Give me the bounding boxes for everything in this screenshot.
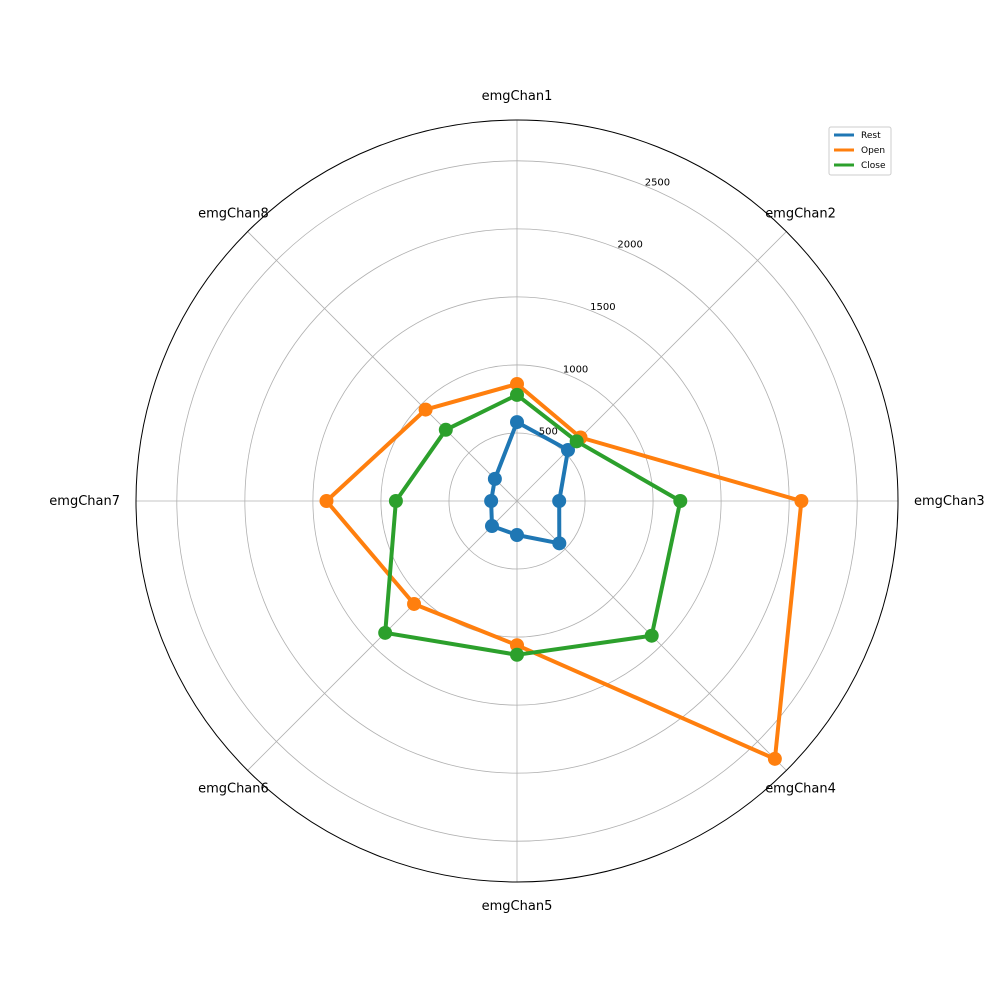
axis-label-emgchan6: emgChan6: [198, 782, 269, 797]
radial-tick-label: 2500: [645, 177, 670, 188]
data-point: [552, 494, 567, 508]
legend-label-close: Close: [861, 161, 886, 171]
axis-label-emgchan5: emgChan5: [482, 899, 553, 914]
data-point: [794, 494, 809, 508]
data-point: [569, 434, 584, 449]
legend-label-rest: Rest: [861, 131, 881, 141]
series-line: [489, 420, 570, 546]
polar-frame: [135, 119, 899, 883]
axis-labels: emgChan1 emgChan2 emgChan3 emgChan4 emgChan5…: [49, 89, 984, 914]
data-point: [487, 471, 502, 486]
radial-tick-label: 2000: [617, 240, 642, 251]
legend-box: [828, 126, 892, 176]
radial-tick-label: 1000: [563, 364, 588, 375]
data-point: [484, 494, 499, 508]
series-close: [378, 387, 688, 662]
data-point: [438, 422, 453, 437]
data-point: [484, 519, 499, 534]
axis-label-emgchan7: emgChan7: [49, 494, 120, 509]
series-rest: [484, 415, 575, 551]
series-line: [324, 382, 804, 761]
grid-spoke: [516, 231, 787, 502]
data-point: [388, 494, 403, 508]
data-point: [510, 376, 524, 391]
axis-label-emgchan4: emgChan4: [765, 782, 836, 797]
data-point: [767, 751, 782, 766]
axis-label-emgchan1: emgChan1: [482, 89, 553, 104]
legend: Rest Open Close: [828, 126, 892, 176]
polar-grid: [135, 119, 899, 883]
data-point: [673, 494, 688, 508]
data-point: [510, 387, 524, 402]
data-point: [510, 528, 524, 543]
radial-tick-label: 500: [539, 427, 558, 438]
data-point: [418, 402, 433, 417]
radial-tick-label: 1500: [590, 302, 615, 313]
grid-spoke: [247, 231, 518, 502]
data-point: [510, 647, 524, 662]
data-point: [378, 625, 393, 640]
axis-label-emgchan8: emgChan8: [198, 206, 269, 221]
axis-label-emgchan3: emgChan3: [914, 494, 985, 509]
series-line: [383, 392, 683, 657]
radial-tick-labels: 500 1000 1500 2000 2500: [539, 177, 670, 437]
series-layer: [319, 376, 809, 766]
data-point: [407, 596, 422, 611]
data-point: [644, 628, 659, 643]
series-open: [319, 376, 809, 766]
data-point: [510, 415, 524, 430]
data-point: [552, 536, 567, 551]
data-point: [560, 443, 575, 458]
axis-label-emgchan2: emgChan2: [765, 206, 836, 221]
legend-label-open: Open: [861, 146, 885, 156]
data-point: [319, 494, 334, 508]
